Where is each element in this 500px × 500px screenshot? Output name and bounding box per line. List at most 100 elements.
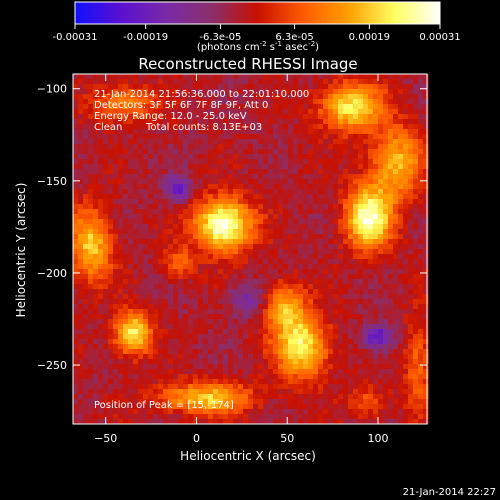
heatmap-cell: [253, 364, 259, 370]
heatmap-cell: [263, 414, 269, 420]
heatmap-cell: [93, 119, 99, 125]
heatmap-cell: [348, 289, 354, 295]
heatmap-cell: [153, 344, 159, 350]
heatmap-cell: [323, 224, 329, 230]
heatmap-cell: [353, 114, 359, 120]
heatmap-cell: [133, 89, 139, 95]
heatmap-cell: [193, 279, 199, 285]
heatmap-cell: [178, 274, 184, 280]
heatmap-cell: [343, 204, 349, 210]
heatmap-cell: [338, 104, 344, 110]
heatmap-cell: [318, 239, 324, 245]
heatmap-cell: [218, 399, 224, 405]
heatmap-cell: [278, 179, 284, 185]
heatmap-cell: [363, 339, 369, 345]
heatmap-cell: [273, 174, 279, 180]
heatmap-cell: [128, 224, 134, 230]
heatmap-cell: [123, 169, 129, 175]
heatmap-cell: [168, 164, 174, 170]
heatmap-cell: [308, 229, 314, 235]
heatmap-cell: [258, 199, 264, 205]
heatmap-cell: [363, 299, 369, 305]
heatmap-cell: [138, 414, 144, 420]
heatmap-cell: [258, 244, 264, 250]
heatmap-cell: [158, 244, 164, 250]
heatmap-cell: [398, 414, 404, 420]
heatmap-cell: [343, 299, 349, 305]
heatmap-cell: [358, 74, 364, 80]
heatmap-cell: [183, 399, 189, 405]
heatmap-cell: [273, 89, 279, 95]
heatmap-cell: [183, 289, 189, 295]
heatmap-cell: [148, 204, 154, 210]
heatmap-cell: [298, 319, 304, 325]
heatmap-cell: [388, 399, 394, 405]
heatmap-cell: [208, 109, 214, 115]
heatmap-cell: [138, 339, 144, 345]
heatmap-cell: [173, 109, 179, 115]
heatmap-cell: [203, 254, 209, 260]
heatmap-cell: [358, 169, 364, 175]
heatmap-cell: [228, 349, 234, 355]
heatmap-cell: [313, 299, 319, 305]
heatmap-cell: [203, 359, 209, 365]
heatmap-cell: [423, 364, 429, 370]
heatmap-cell: [363, 204, 369, 210]
heatmap-cell: [343, 174, 349, 180]
heatmap-cell: [158, 124, 164, 130]
heatmap-cell: [413, 369, 419, 375]
heatmap-cell: [148, 119, 154, 125]
heatmap-cell: [423, 139, 429, 145]
heatmap-cell: [143, 99, 149, 105]
heatmap-cell: [168, 414, 174, 420]
heatmap-cell: [188, 394, 194, 400]
heatmap-cell: [343, 84, 349, 90]
heatmap-cell: [188, 224, 194, 230]
heatmap-cell: [323, 289, 329, 295]
heatmap-cell: [418, 269, 424, 275]
heatmap-cell: [103, 94, 109, 100]
heatmap-cell: [128, 354, 134, 360]
heatmap-cell: [123, 404, 129, 410]
heatmap-cell: [343, 354, 349, 360]
heatmap-cell: [258, 239, 264, 245]
heatmap-cell: [373, 389, 379, 395]
heatmap-cell: [183, 249, 189, 255]
heatmap-cell: [298, 414, 304, 420]
heatmap-cell: [188, 324, 194, 330]
heatmap-cell: [303, 189, 309, 195]
heatmap-cell: [78, 149, 84, 155]
heatmap-cell: [423, 319, 429, 325]
heatmap-cell: [343, 294, 349, 300]
heatmap-cell: [208, 379, 214, 385]
heatmap-cell: [118, 364, 124, 370]
heatmap-cell: [398, 364, 404, 370]
heatmap-cell: [198, 234, 204, 240]
heatmap-cell: [303, 214, 309, 220]
heatmap-cell: [423, 104, 429, 110]
heatmap-cell: [103, 194, 109, 200]
heatmap-cell: [123, 84, 129, 90]
heatmap-cell: [398, 374, 404, 380]
heatmap-cell: [128, 284, 134, 290]
heatmap-cell: [323, 384, 329, 390]
heatmap-cell: [413, 409, 419, 415]
heatmap-cell: [238, 174, 244, 180]
heatmap-cell: [158, 329, 164, 335]
heatmap-cell: [298, 284, 304, 290]
heatmap-cell: [213, 289, 219, 295]
heatmap-cell: [423, 249, 429, 255]
heatmap-cell: [403, 304, 409, 310]
heatmap-cell: [368, 229, 374, 235]
heatmap-cell: [418, 384, 424, 390]
heatmap-cell: [113, 129, 119, 135]
heatmap-cell: [373, 264, 379, 270]
heatmap-cell: [393, 79, 399, 85]
heatmap-cell: [163, 299, 169, 305]
heatmap-cell: [423, 299, 429, 305]
heatmap-cell: [248, 269, 254, 275]
heatmap-cell: [333, 94, 339, 100]
heatmap-cell: [303, 164, 309, 170]
heatmap-cell: [358, 419, 364, 425]
heatmap-cell: [163, 309, 169, 315]
